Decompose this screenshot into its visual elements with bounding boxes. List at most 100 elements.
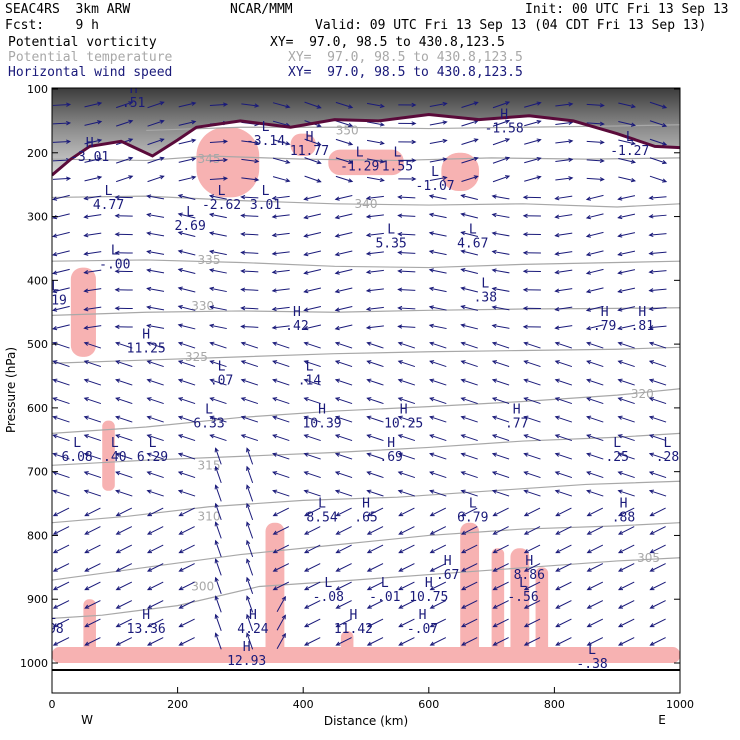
wind-vector-495 [523,544,541,554]
wind-vector-65 [209,157,229,163]
wind-vector-467 [272,526,290,535]
wind-vector-111 [397,194,416,200]
wind-vector-275 [523,341,541,349]
wind-vector-135 [522,213,541,219]
wind-vector-584 [178,637,195,646]
extremum-type: H [86,136,94,151]
wind-vector-524 [178,581,195,591]
isentrope-label-310: 310 [198,509,221,523]
extremum-H-35: H.65 [354,497,377,526]
extremum-H-44: H13.36 [127,608,166,637]
extremum-L-23: L.14 [298,359,322,388]
wind-vector-112 [428,194,447,200]
wind-vector-170 [365,251,384,256]
wind-vector-110 [365,195,384,201]
wind-vector-159 [648,232,667,238]
wind-vector-108 [303,194,322,201]
isentrope-315 [52,432,680,466]
wind-vector-191 [397,268,416,274]
extremum-type: H [525,554,533,569]
extremum-type: L [149,436,157,451]
field-wind-name: Horizontal wind speed [8,65,173,80]
extremum-type: H [306,130,314,145]
extremum-H-27: H.77 [505,403,528,432]
wind-vector-475 [523,526,541,535]
wind-vector-174 [491,249,510,255]
wind-vector-72 [429,157,448,163]
wind-vector-32 [429,120,448,126]
wind-vector-212 [428,286,447,293]
wind-vector-358 [617,415,635,423]
wind-vector-230 [365,306,384,312]
extremum-L-41: L-.01 [369,576,400,605]
wind-vector-359 [648,415,667,423]
wind-vector-413 [460,471,478,479]
wind-vector-103 [146,194,165,200]
stratosphere-fill [52,88,680,176]
wind-vector-141 [83,232,102,238]
wind-vector-317 [586,378,604,386]
wind-vector-314 [491,378,510,386]
extremum-L-17: L.38 [474,276,497,305]
wind-vector-424 [177,489,196,497]
wind-vector-506 [246,558,254,576]
isentrope-label-340: 340 [355,197,378,211]
wind-vector-357 [586,415,604,423]
wind-vector-208 [303,287,322,294]
wind-vector-354 [491,415,510,423]
wind-vector-33 [461,119,479,127]
wind-vector-280 [52,360,70,368]
wind-vector-355 [523,415,541,423]
wind-vector-478 [617,526,635,535]
y-tick-label-500: 500 [27,338,48,351]
wind-vector-154 [491,231,510,237]
wind-vector-104 [177,194,196,200]
extremum-value: -.56 [507,590,538,605]
wind-vector-146 [240,231,259,237]
wind-vector-532 [429,581,447,591]
wind-vector-94 [492,175,511,183]
wind-vector-263 [146,341,164,349]
extremum-value: .79 [593,319,616,334]
wind-vector-17 [586,103,605,108]
wind-vector-456 [555,507,572,517]
wind-vector-394 [491,452,510,460]
wind-vector-548 [303,600,321,609]
wind-vector-504 [178,563,195,572]
extremum-L-11: L3.01 [250,184,281,213]
wind-vector-63 [147,156,165,164]
extremum-H-7: H-1.58 [485,107,524,136]
wind-vector-491 [398,544,415,554]
wind-vector-98 [618,176,637,183]
wind-vector-172 [428,249,447,256]
extremum-type: L [469,222,477,237]
wind-vector-150 [365,232,384,238]
wind-vector-9 [335,101,354,109]
wind-vector-474 [492,526,509,535]
extremum-H-46: H11.42 [334,608,373,637]
wind-vector-77 [586,158,605,163]
extremum-type: L [387,222,395,237]
wind-vector-266 [240,341,259,349]
wind-vector-380 [52,452,70,460]
wind-vector-582 [115,637,133,646]
wind-vector-244 [177,323,196,330]
wind-vector-119 [648,195,667,201]
wind-vector-303 [146,378,164,386]
wind-vector-175 [522,250,541,256]
axes: 100 200 300 400 500 600 700 800 900 1000 0 200 400 60… [20,83,694,711]
wind-vector-299 [648,360,667,368]
wind-vector-517 [586,563,604,572]
wind-vector-597 [586,637,604,646]
wind-vector-480 [52,544,70,554]
isentrope-label-325: 325 [185,350,208,364]
wind-vector-428 [303,489,321,497]
wind-vector-323 [146,397,164,405]
wind-vector-1 [84,101,103,108]
wind-vector-128 [303,213,322,220]
wind-vector-173 [460,249,478,256]
extremum-H-39: H8.86 [514,554,545,583]
wind-vector-116 [554,195,573,201]
pv-region-12 [535,567,549,663]
wind-vector-227 [271,306,290,312]
